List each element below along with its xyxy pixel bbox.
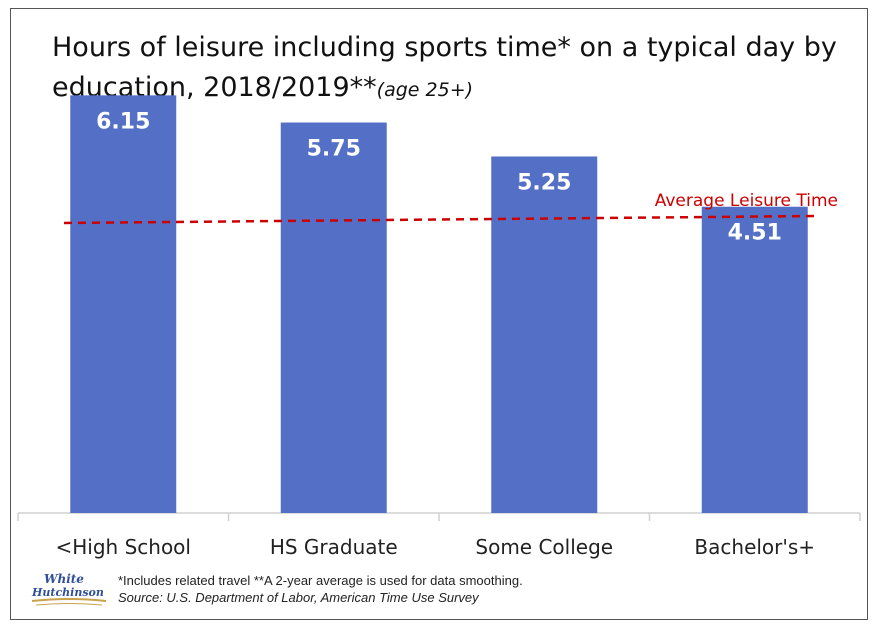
footnote-source: Source: U.S. Department of Labor, Americ… [118,590,479,605]
logo-line2: Hutchinson [31,586,104,599]
footnote-note: *Includes related travel **A 2-year aver… [118,573,523,588]
category-label: HS Graduate [270,535,398,559]
bar-value-label: 5.25 [517,170,571,195]
category-label: Some College [475,535,613,559]
bar [70,95,177,514]
bar [701,206,808,513]
bar-value-label: 4.51 [728,221,782,246]
bar-value-label: 5.75 [307,137,361,162]
logo-line1: White [44,572,84,586]
bar [280,122,387,513]
average-leisure-label: Average Leisure Time [655,191,838,211]
white-hutchinson-logo: White Hutchinson [30,570,110,610]
bar-value-label: 6.15 [96,109,150,134]
chart-title: Hours of leisure including sports time* … [52,28,852,110]
title-suffix: (age 25+) [376,79,474,101]
category-label: <High School [56,535,191,559]
title-main: Hours of leisure including sports time* … [52,32,837,103]
bar [491,156,598,513]
footnote: *Includes related travel **A 2-year aver… [118,572,523,606]
category-label: Bachelor's+ [694,535,815,559]
